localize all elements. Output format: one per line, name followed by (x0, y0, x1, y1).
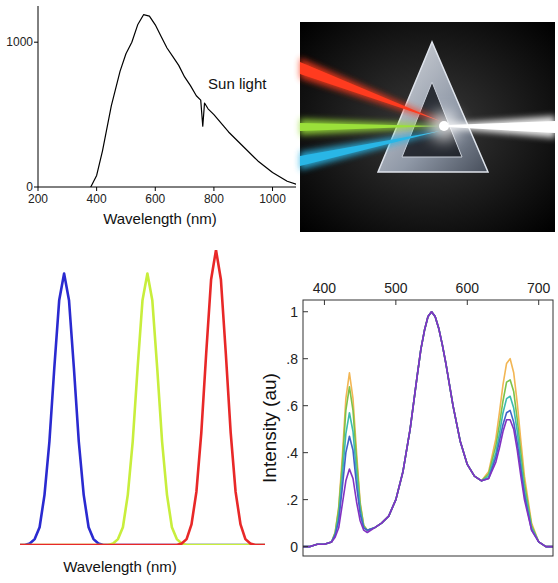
x-tick-label: 800 (204, 192, 224, 206)
color-beam-core (300, 131, 440, 166)
plot-area (20, 250, 265, 545)
y-tick-label: 1000 (6, 35, 33, 49)
x-tick-label: 600 (456, 280, 480, 296)
x-axis-title: Wavelength (nm) (103, 210, 217, 227)
light-spot (430, 112, 458, 140)
x-tick (272, 187, 273, 191)
panel: Wavelength (nm) (20, 250, 265, 575)
y-tick-label: 1 (290, 304, 298, 320)
annotation: Sun light (208, 75, 267, 92)
spectrum-line (303, 312, 553, 547)
y-tick (303, 358, 308, 359)
white-beam-core (447, 121, 555, 133)
y-tick-label: .4 (286, 445, 298, 461)
spectrum-line (91, 15, 296, 187)
figure: 200400600800100001000Wavelength (nm)Sun … (0, 0, 558, 583)
light-spot-core (439, 121, 449, 131)
y-tick (34, 187, 38, 188)
color-beam (300, 58, 440, 122)
color-beam (300, 119, 440, 135)
y-tick (34, 42, 38, 43)
x-tick-label: 400 (87, 192, 107, 206)
plot-frame (303, 300, 553, 556)
y-tick (303, 499, 308, 500)
x-tick-label: 600 (145, 192, 165, 206)
white-beam (447, 116, 555, 138)
x-tick (467, 300, 468, 305)
x-axis-title: Wavelength (nm) (63, 558, 177, 575)
prism-illustration (300, 22, 555, 232)
color-beam (300, 130, 440, 170)
y-tick-label: .2 (286, 492, 298, 508)
y-tick-label: 0 (26, 180, 33, 194)
x-tick (213, 187, 214, 191)
x-tick-label: 1000 (259, 192, 286, 206)
spectrum-line (303, 312, 553, 547)
y-tick-label: 0 (290, 539, 298, 555)
y-tick (303, 452, 308, 453)
spectrum-line (20, 250, 265, 545)
x-tick (38, 187, 39, 191)
x-tick (324, 300, 325, 305)
x-tick-label: 400 (313, 280, 337, 296)
background (300, 22, 555, 232)
x-tick (155, 187, 156, 191)
x-tick (96, 187, 97, 191)
y-tick (303, 405, 308, 406)
plot-area (303, 312, 553, 547)
y-tick (303, 546, 308, 547)
x-tick-label: 700 (527, 280, 551, 296)
y-tick (303, 311, 308, 312)
spectrum-line (303, 312, 553, 547)
color-beam-core (300, 62, 440, 121)
y-tick-label: .6 (286, 398, 298, 414)
x-tick (395, 300, 396, 305)
y-tick-label: .8 (286, 351, 298, 367)
prism-hole (402, 82, 462, 157)
panel: 200400600800100001000Wavelength (nm)Sun … (6, 6, 296, 227)
plot-area (91, 15, 296, 187)
x-axis (38, 187, 296, 188)
x-tick-label: 500 (384, 280, 408, 296)
panel: 400 500 600 700 0 .2 .4 .6 .8 1 Intensity (au) (259, 280, 553, 556)
color-beam-core (300, 123, 440, 131)
spectrum-line (303, 312, 553, 547)
x-tick (538, 300, 539, 305)
y-axis (38, 6, 39, 187)
y-axis-title: Intensity (au) (259, 373, 280, 483)
spectrum-line (303, 312, 553, 547)
